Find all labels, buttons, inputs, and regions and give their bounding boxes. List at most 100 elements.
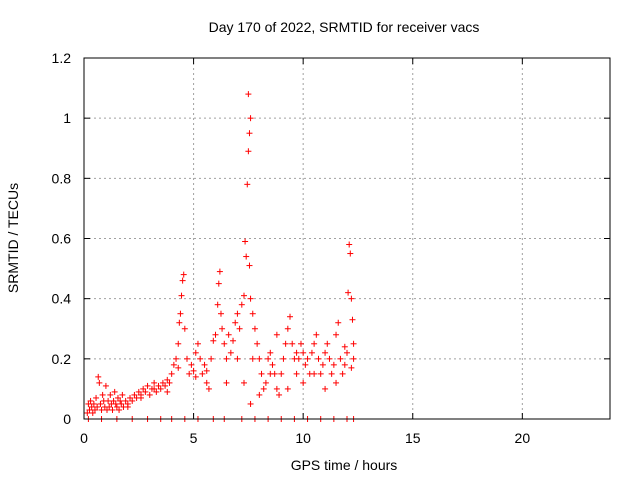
grid — [84, 58, 610, 419]
data-point — [96, 379, 103, 386]
data-point — [94, 403, 101, 410]
data-point — [153, 388, 160, 395]
data-point — [276, 391, 283, 398]
data-point — [215, 280, 222, 287]
data-point — [247, 400, 254, 407]
data-point — [122, 397, 129, 404]
data-point — [350, 340, 357, 347]
data-point — [157, 385, 164, 392]
x-tick-label: 0 — [80, 430, 88, 446]
data-point — [313, 331, 320, 338]
data-point — [89, 409, 96, 416]
data-point — [344, 349, 350, 356]
data-point — [236, 325, 243, 332]
data-point — [105, 397, 112, 404]
data-point — [322, 349, 329, 356]
data-point — [289, 340, 296, 347]
data-point — [111, 388, 118, 395]
data-point — [335, 319, 342, 326]
data-point — [164, 388, 171, 395]
y-tick-label: 0.2 — [52, 351, 72, 367]
data-point — [84, 409, 91, 416]
data-point — [280, 355, 287, 362]
data-point — [262, 379, 269, 386]
data-point — [180, 271, 187, 278]
data-point — [117, 397, 124, 404]
y-tick-label: 0.8 — [52, 170, 72, 186]
data-point — [112, 400, 119, 407]
data-point — [110, 397, 117, 404]
data-point — [273, 385, 280, 392]
data-point — [119, 391, 126, 398]
data-point — [164, 376, 171, 383]
data-point — [337, 355, 344, 362]
data-point — [95, 373, 102, 380]
data-point — [308, 349, 315, 356]
data-point — [124, 403, 131, 410]
data-point — [86, 406, 93, 413]
data-point — [186, 370, 193, 377]
data-point — [311, 370, 318, 377]
data-point — [219, 325, 226, 332]
data-point — [297, 340, 304, 347]
data-point — [135, 388, 142, 395]
data-point — [107, 391, 114, 398]
data-point — [240, 292, 247, 299]
data-point — [238, 301, 245, 308]
data-point — [214, 301, 221, 308]
data-point — [199, 370, 206, 377]
data-point — [346, 241, 353, 248]
data-point — [88, 403, 95, 410]
data-point — [350, 355, 357, 362]
data-point — [333, 379, 340, 386]
data-point — [173, 355, 180, 362]
data-point — [188, 361, 195, 368]
data-point — [230, 337, 237, 344]
data-point — [170, 361, 177, 368]
data-point — [246, 130, 253, 137]
data-point — [348, 364, 355, 371]
data-point — [179, 277, 186, 284]
data-point — [212, 331, 219, 338]
data-point — [99, 391, 106, 398]
data-point — [168, 370, 175, 377]
data-point — [249, 355, 256, 362]
y-tick-label: 0.4 — [52, 291, 72, 307]
data-point — [284, 385, 291, 392]
x-axis-label: GPS time / hours — [291, 457, 398, 473]
data-point — [234, 310, 241, 317]
data-point — [278, 370, 285, 377]
data-point — [245, 91, 252, 98]
data-point — [223, 355, 230, 362]
data-point — [328, 370, 335, 377]
data-point — [201, 361, 208, 368]
data-point — [159, 379, 166, 386]
data-point — [295, 355, 302, 362]
data-point — [116, 406, 123, 413]
data-point — [137, 394, 144, 401]
data-point — [322, 385, 329, 392]
data-point — [260, 385, 267, 392]
y-tick-label: 1.2 — [52, 50, 72, 66]
data-point — [317, 370, 324, 377]
data-point — [210, 337, 217, 344]
data-point — [258, 370, 265, 377]
data-point — [339, 370, 346, 377]
data-point — [256, 391, 263, 398]
data-point — [245, 148, 252, 155]
data-point — [304, 355, 311, 362]
data-point — [254, 340, 261, 347]
data-point — [284, 325, 291, 332]
data-point — [234, 355, 241, 362]
data-point — [140, 385, 147, 392]
data-point — [242, 238, 249, 245]
data-point — [256, 355, 263, 362]
data-point — [203, 379, 210, 386]
data-point — [216, 268, 223, 275]
data-point — [97, 400, 104, 407]
data-point — [104, 406, 111, 413]
data-point — [330, 361, 337, 368]
x-tick-label: 5 — [190, 430, 198, 446]
data-point — [90, 400, 97, 407]
data-point — [151, 385, 158, 392]
